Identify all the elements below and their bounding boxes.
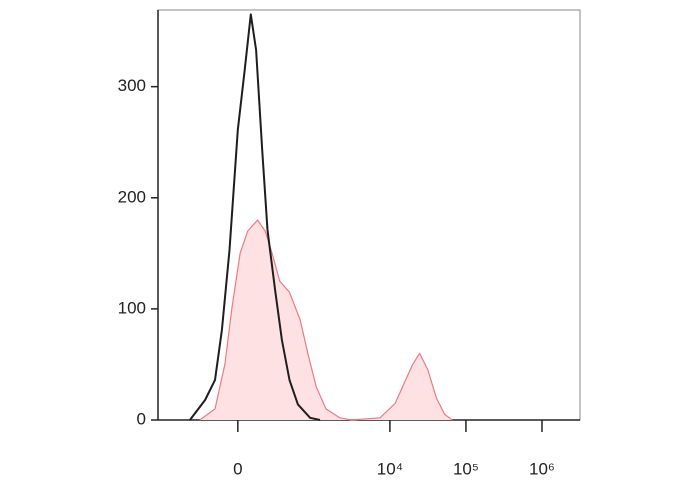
x-tick-label: 10⁵ — [453, 459, 479, 478]
y-tick-label: 0 — [137, 409, 146, 428]
y-tick-label: 300 — [118, 76, 146, 95]
plot-frame — [157, 9, 581, 421]
x-tick-label: 10⁶ — [529, 459, 555, 478]
histogram-line — [199, 219, 453, 421]
y-tick-label: 100 — [118, 298, 146, 317]
y-tick-label: 200 — [118, 187, 146, 206]
histogram-line — [189, 13, 321, 421]
histogram-area — [199, 220, 453, 420]
x-tick-label: 0 — [233, 459, 242, 478]
x-tick-label: 10⁴ — [377, 459, 403, 478]
